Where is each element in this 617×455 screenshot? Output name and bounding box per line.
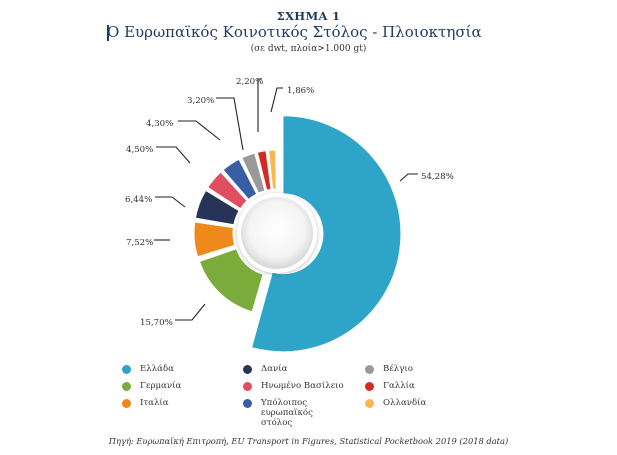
leader-line	[399, 173, 418, 182]
source-note: Πηγή: Ευρωπαϊκή Επιτροπή, EU Transport i…	[108, 436, 509, 446]
pie-slice	[250, 115, 402, 353]
legend-item: Δανία	[243, 364, 287, 374]
leader-line	[155, 196, 186, 208]
pie-slice	[194, 189, 240, 226]
donut-hole	[237, 193, 317, 273]
donut-hole-center	[241, 197, 313, 269]
title-accent-bar	[107, 25, 109, 41]
legend-swatch	[365, 382, 374, 391]
pie-slice	[193, 221, 236, 258]
chart-title: Ο Ευρωπαϊκός Κοινοτικός Στόλος - Πλοιοκτ…	[107, 23, 482, 41]
legend-item: Ολλανδία	[365, 398, 426, 408]
data-label: 3,20%	[187, 96, 214, 106]
data-label: 4,30%	[146, 119, 173, 129]
legend-swatch	[365, 399, 374, 408]
data-label: 1,86%	[287, 86, 314, 96]
data-label: 2,20%	[236, 77, 263, 87]
legend-swatch	[122, 399, 131, 408]
legend-swatch	[122, 382, 131, 391]
legend-item: Ηνωμένο Βασίλειο	[243, 381, 344, 391]
pie-slice	[206, 171, 248, 210]
data-label: 54,28%	[421, 172, 454, 182]
legend-swatch	[243, 399, 252, 408]
legend-swatch	[243, 382, 252, 391]
data-labels: 54,28% 15,70% 7,52% 6,44% 4,50% 4,30% 3,20% 2,2…	[125, 77, 454, 328]
legend-item: Γερμανία	[122, 381, 181, 391]
pie-slices	[193, 115, 402, 353]
pie-slice	[241, 152, 266, 194]
leader-line	[216, 97, 244, 151]
legend-label: Ολλανδία	[383, 398, 427, 408]
legend-item: Ιταλία	[122, 398, 169, 408]
legend-swatch	[243, 365, 252, 374]
pie-slice	[198, 248, 264, 313]
leader-line	[257, 78, 262, 132]
legend-label: Γερμανία	[140, 381, 182, 391]
legend-item: Γαλλία	[365, 381, 415, 391]
figure-label: ΣΧΗΜΑ 1	[276, 9, 341, 23]
leader-line	[178, 120, 221, 141]
chart-subtitle: (σε dwt, πλοία>1.000 gt)	[250, 44, 367, 54]
data-label: 4,50%	[126, 145, 153, 155]
legend-label: Βέλγιο	[383, 364, 413, 374]
data-label: 6,44%	[125, 195, 152, 205]
label-leader-lines	[154, 78, 418, 321]
data-label: 15,70%	[140, 318, 173, 328]
legend-swatch	[365, 365, 374, 374]
legend-label: Ιταλία	[140, 398, 169, 408]
legend-label: Ηνωμένο Βασίλειο	[261, 381, 344, 391]
legend-label: Ελλάδα	[140, 364, 174, 374]
legend-label: Γαλλία	[383, 381, 415, 391]
pie-slice	[256, 150, 272, 191]
legend-item: Ελλάδα	[122, 364, 174, 374]
legend-label: Υπόλοιπος ευρωπαϊκός στόλος	[261, 398, 313, 428]
leader-line	[175, 303, 206, 321]
legend-item: Βέλγιο	[365, 364, 413, 374]
legend-swatch	[122, 365, 131, 374]
donut-chart: 54,28% 15,70% 7,52% 6,44% 4,50% 4,30% 3,20% 2,2…	[125, 77, 454, 353]
legend-item: Υπόλοιπος ευρωπαϊκός στόλος	[243, 398, 343, 428]
legend-label: Δανία	[261, 364, 288, 374]
data-label: 7,52%	[126, 238, 153, 248]
leader-line	[156, 146, 191, 164]
pie-slice	[268, 149, 277, 190]
pie-slice	[222, 158, 258, 201]
leader-line	[270, 87, 283, 113]
